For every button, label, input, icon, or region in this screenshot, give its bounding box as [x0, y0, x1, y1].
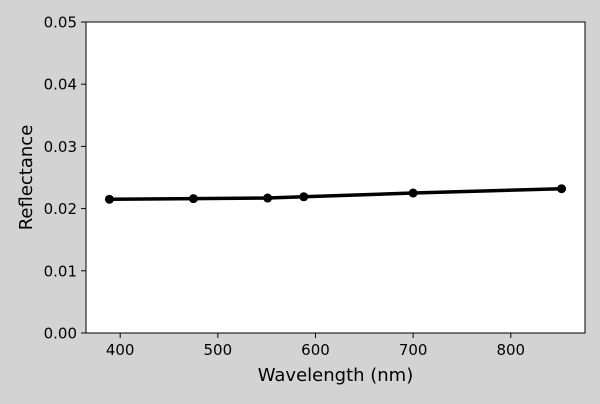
data-point	[188, 194, 198, 204]
x-tick-label: 800	[496, 341, 525, 359]
x-axis-label: Wavelength (nm)	[258, 365, 414, 386]
data-point	[557, 184, 567, 194]
data-point	[263, 193, 273, 203]
x-tick-label: 500	[204, 341, 233, 359]
data-point	[299, 192, 309, 202]
y-tick-label: 0.04	[44, 76, 77, 94]
y-axis-ticks: 0.00 0.01 0.02 0.03 0.04 0.05	[44, 14, 86, 343]
series-line	[107, 186, 564, 202]
x-tick-label: 400	[106, 341, 135, 359]
data-point	[104, 194, 114, 204]
y-tick-label: 0.03	[44, 138, 77, 156]
y-tick-label: 0.00	[44, 325, 77, 343]
y-axis-label: Reflectance	[16, 125, 37, 231]
y-tick-label: 0.05	[44, 14, 77, 32]
series-layer	[104, 184, 567, 204]
y-tick-label: 0.02	[44, 200, 77, 218]
x-tick-label: 700	[399, 341, 428, 359]
x-axis-ticks: 400 500 600 700 800	[106, 333, 525, 359]
plot-area	[85, 21, 586, 334]
y-tick-label: 0.01	[44, 262, 77, 280]
x-tick-label: 600	[301, 341, 330, 359]
data-point	[408, 188, 418, 198]
